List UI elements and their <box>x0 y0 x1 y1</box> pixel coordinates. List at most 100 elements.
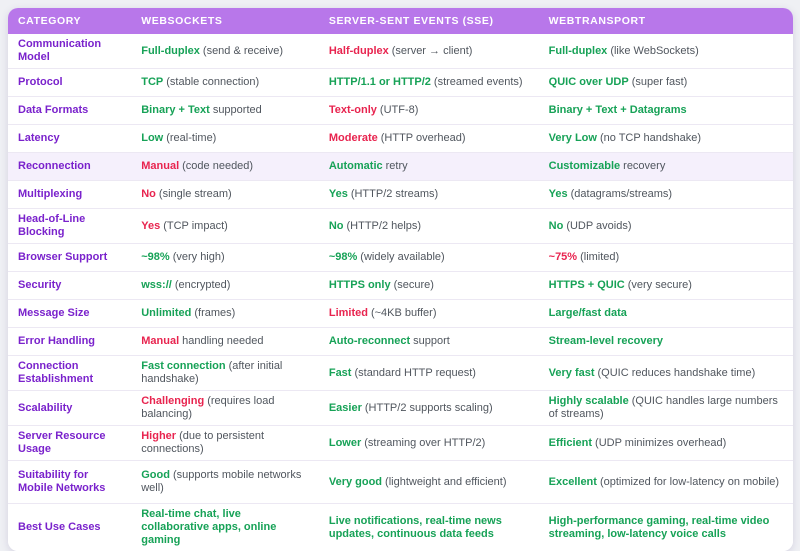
value-cell: Unlimited(frames) <box>131 300 319 328</box>
value-cell: Manual(code needed) <box>131 153 319 181</box>
category-cell: Data Formats <box>8 97 131 125</box>
value-cell: Yes(datagrams/streams) <box>539 181 793 209</box>
value-detail: (streamed events) <box>434 76 523 88</box>
value-detail: (~4KB buffer) <box>371 307 437 319</box>
value-detail: (UTF-8) <box>380 104 419 116</box>
value-cell: Yes(TCP impact) <box>131 209 319 244</box>
value-cell: Very fast(QUIC reduces handshake time) <box>539 356 793 391</box>
value-cell: Very Low(no TCP handshake) <box>539 125 793 153</box>
value-cell: Half-duplex(server → client) <box>319 34 539 69</box>
header-webtransport: WEBTRANSPORT <box>539 8 793 34</box>
value-emphasis: No <box>329 220 344 232</box>
value-cell: Higher(due to persistent connections) <box>131 426 319 461</box>
value-detail: (send & receive) <box>203 45 283 57</box>
value-emphasis: Yes <box>549 188 568 200</box>
value-emphasis: Good <box>141 469 170 481</box>
value-detail: (optimized for low-latency on mobile) <box>600 476 779 488</box>
value-detail: (streaming over HTTP/2) <box>364 437 485 449</box>
value-detail: handling needed <box>182 335 263 347</box>
value-detail: (UDP minimizes overhead) <box>595 437 726 449</box>
value-cell: Limited(~4KB buffer) <box>319 300 539 328</box>
value-detail: (HTTP/2 streams) <box>351 188 438 200</box>
value-emphasis: Excellent <box>549 476 597 488</box>
value-cell: TCP(stable connection) <box>131 69 319 97</box>
category-cell: Protocol <box>8 69 131 97</box>
category-cell: Multiplexing <box>8 181 131 209</box>
value-cell: Full-duplex(like WebSockets) <box>539 34 793 69</box>
value-emphasis: Higher <box>141 430 176 442</box>
value-emphasis: Full-duplex <box>141 45 200 57</box>
value-emphasis: Low <box>141 132 163 144</box>
value-emphasis: Manual <box>141 160 179 172</box>
category-cell: Communication Model <box>8 34 131 69</box>
value-emphasis: Unlimited <box>141 307 191 319</box>
value-detail: supported <box>213 104 262 116</box>
value-emphasis: High-performance gaming, real-time video… <box>549 515 770 540</box>
value-detail: (code needed) <box>182 160 253 172</box>
value-emphasis: Challenging <box>141 395 204 407</box>
category-cell: Head-of-Line Blocking <box>8 209 131 244</box>
value-cell: Text-only(UTF-8) <box>319 97 539 125</box>
value-detail: (stable connection) <box>166 76 259 88</box>
value-cell: HTTP/1.1 or HTTP/2(streamed events) <box>319 69 539 97</box>
value-emphasis: Fast connection <box>141 360 225 372</box>
value-cell: No(HTTP/2 helps) <box>319 209 539 244</box>
value-emphasis: wss:// <box>141 279 172 291</box>
value-emphasis: HTTPS only <box>329 279 391 291</box>
value-emphasis: TCP <box>141 76 163 88</box>
value-emphasis: Full-duplex <box>549 45 608 57</box>
value-cell: Highly scalable(QUIC handles large numbe… <box>539 391 793 426</box>
value-cell: HTTPS only(secure) <box>319 272 539 300</box>
value-cell: Yes(HTTP/2 streams) <box>319 181 539 209</box>
value-emphasis: ~75% <box>549 251 577 263</box>
value-cell: Live notifications, real-time news updat… <box>319 504 539 551</box>
value-emphasis: Very good <box>329 476 382 488</box>
category-cell: Server Resource Usage <box>8 426 131 461</box>
table-header: CATEGORY WEBSOCKETS SERVER-SENT EVENTS (… <box>8 8 793 34</box>
value-emphasis: Half-duplex <box>329 45 389 57</box>
value-cell: Fast connection(after initial handshake) <box>131 356 319 391</box>
value-detail: (HTTP/2 helps) <box>347 220 422 232</box>
value-cell: ~75%(limited) <box>539 244 793 272</box>
value-emphasis: Very Low <box>549 132 597 144</box>
value-emphasis: Real-time chat, live collaborative apps,… <box>141 508 276 546</box>
value-cell: Very good(lightweight and efficient) <box>319 461 539 504</box>
comparison-table: CATEGORY WEBSOCKETS SERVER-SENT EVENTS (… <box>8 8 793 551</box>
value-emphasis: Auto-reconnect <box>329 335 410 347</box>
value-cell: Real-time chat, live collaborative apps,… <box>131 504 319 551</box>
value-detail: (super fast) <box>632 76 688 88</box>
value-detail: (UDP avoids) <box>566 220 631 232</box>
category-cell: Connection Establishment <box>8 356 131 391</box>
value-emphasis: Large/fast data <box>549 307 627 319</box>
value-detail: (very high) <box>173 251 225 263</box>
value-emphasis: Fast <box>329 367 352 379</box>
value-cell: Low(real-time) <box>131 125 319 153</box>
value-detail: (encrypted) <box>175 279 231 291</box>
value-emphasis: ~98% <box>329 251 357 263</box>
value-cell: Stream-level recovery <box>539 328 793 356</box>
value-emphasis: Binary + Text + Datagrams <box>549 104 687 116</box>
header-sse: SERVER-SENT EVENTS (SSE) <box>319 8 539 34</box>
value-emphasis: Highly scalable <box>549 395 629 407</box>
header-row: CATEGORY WEBSOCKETS SERVER-SENT EVENTS (… <box>8 8 793 34</box>
value-emphasis: HTTPS + QUIC <box>549 279 625 291</box>
value-cell: Lower(streaming over HTTP/2) <box>319 426 539 461</box>
value-detail: (like WebSockets) <box>610 45 698 57</box>
value-detail: (single stream) <box>159 188 232 200</box>
value-detail: (TCP impact) <box>163 220 228 232</box>
value-emphasis: Live notifications, real-time news updat… <box>329 515 502 540</box>
value-cell: Binary + Text + Datagrams <box>539 97 793 125</box>
value-cell: Large/fast data <box>539 300 793 328</box>
value-cell: Good(supports mobile networks well) <box>131 461 319 504</box>
value-emphasis: Limited <box>329 307 368 319</box>
